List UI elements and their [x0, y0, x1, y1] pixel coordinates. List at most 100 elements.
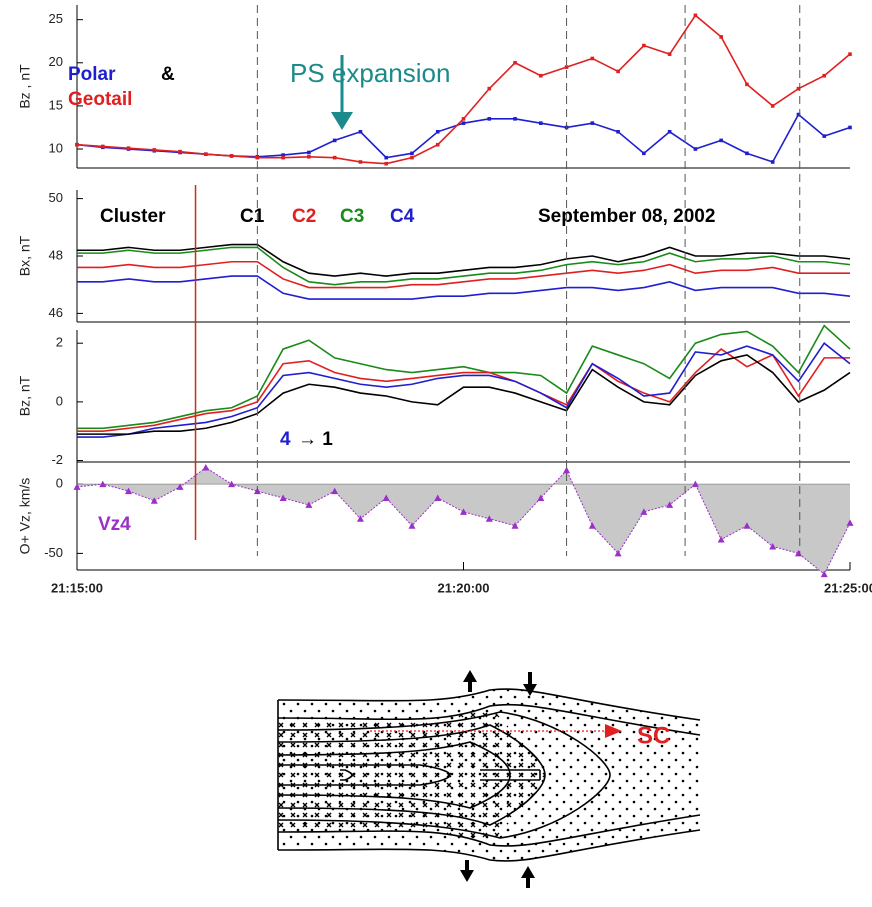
- marker: [717, 536, 725, 543]
- y-tick-label: 0: [56, 393, 63, 408]
- legend-entry: C1: [240, 206, 265, 227]
- marker: [616, 129, 620, 134]
- marker: [796, 86, 801, 91]
- marker: [719, 138, 723, 143]
- legend-entry: Geotail: [68, 89, 132, 110]
- x-tick-label: 21:15:00: [51, 580, 103, 595]
- marker: [382, 494, 390, 501]
- marker: [743, 522, 751, 529]
- marker: [229, 154, 234, 158]
- marker: [384, 155, 388, 160]
- marker: [331, 487, 339, 495]
- marker: [588, 522, 596, 529]
- marker: [485, 515, 493, 522]
- marker: [202, 464, 210, 471]
- marker: [616, 69, 620, 74]
- y-axis-label: Bx, nT: [17, 235, 33, 276]
- marker: [228, 480, 236, 488]
- marker: [822, 134, 827, 138]
- marker: [410, 155, 414, 160]
- marker: [539, 121, 543, 125]
- marker: [435, 142, 440, 147]
- legend-entry: C2: [292, 206, 316, 227]
- marker: [719, 35, 723, 39]
- marker: [307, 154, 311, 159]
- marker: [255, 155, 260, 160]
- marker: [846, 519, 854, 526]
- y-tick-label: 50: [49, 190, 63, 205]
- annotation: → 1: [298, 429, 333, 450]
- marker: [384, 161, 388, 166]
- x-tick-label: 21:25:00: [824, 580, 872, 595]
- marker: [434, 494, 442, 501]
- marker: [513, 117, 517, 121]
- legend-entry: C4: [390, 206, 415, 227]
- marker: [176, 483, 184, 490]
- marker: [358, 129, 363, 134]
- marker: [461, 121, 466, 125]
- y-tick-label: 2: [56, 335, 63, 350]
- marker: [770, 104, 775, 108]
- marker: [848, 52, 852, 56]
- marker: [152, 148, 157, 152]
- marker: [666, 501, 674, 508]
- marker: [358, 160, 363, 164]
- marker: [590, 121, 595, 125]
- marker: [770, 160, 775, 164]
- diagram-label: SC: [637, 722, 670, 749]
- marker: [279, 494, 287, 501]
- marker: [281, 155, 285, 160]
- marker: [307, 150, 311, 155]
- marker: [590, 56, 595, 61]
- y-tick-label: 48: [49, 247, 63, 262]
- marker: [332, 155, 337, 160]
- y-tick-label: 15: [49, 97, 63, 112]
- marker: [435, 129, 440, 134]
- marker: [539, 73, 543, 78]
- marker: [410, 151, 414, 156]
- series-line: [77, 354, 851, 435]
- marker: [513, 60, 517, 65]
- series-line: [77, 260, 850, 289]
- marker: [356, 515, 364, 522]
- y-tick-label: 10: [49, 140, 63, 155]
- series-line: [77, 348, 850, 432]
- series-line: [77, 275, 851, 300]
- marker: [332, 138, 337, 143]
- marker: [745, 151, 749, 156]
- marker: [487, 86, 492, 91]
- y-axis-label: O+ Vz, km/s: [17, 478, 33, 555]
- series-line: [77, 342, 851, 438]
- marker: [614, 549, 622, 557]
- series-line: [76, 14, 851, 165]
- marker: [640, 508, 648, 515]
- marker: [511, 522, 519, 529]
- annotation: September 08, 2002: [538, 206, 715, 227]
- legend-joiner: &: [161, 64, 175, 85]
- marker: [691, 480, 699, 488]
- marker: [73, 483, 81, 490]
- y-tick-label: 0: [56, 476, 63, 491]
- annotation: PS expansion: [290, 58, 450, 88]
- series-line: [77, 324, 851, 430]
- marker: [150, 497, 158, 504]
- marker: [100, 144, 105, 149]
- y-axis-label: Bz, nT: [17, 375, 33, 416]
- series-line: [77, 243, 851, 277]
- marker: [796, 112, 801, 117]
- annotation: Cluster: [100, 206, 166, 227]
- marker: [125, 487, 133, 495]
- marker: [204, 152, 208, 157]
- marker: [642, 43, 646, 48]
- legend-entry: Polar: [68, 64, 116, 85]
- marker: [305, 501, 313, 508]
- marker: [564, 65, 569, 69]
- y-tick-label: 46: [49, 305, 63, 320]
- marker: [848, 125, 852, 130]
- y-tick-label: -2: [51, 452, 63, 467]
- legend-entry: C3: [340, 206, 364, 227]
- expansion-arrow: [331, 55, 353, 130]
- marker: [178, 149, 182, 154]
- y-tick-label: 25: [49, 11, 63, 26]
